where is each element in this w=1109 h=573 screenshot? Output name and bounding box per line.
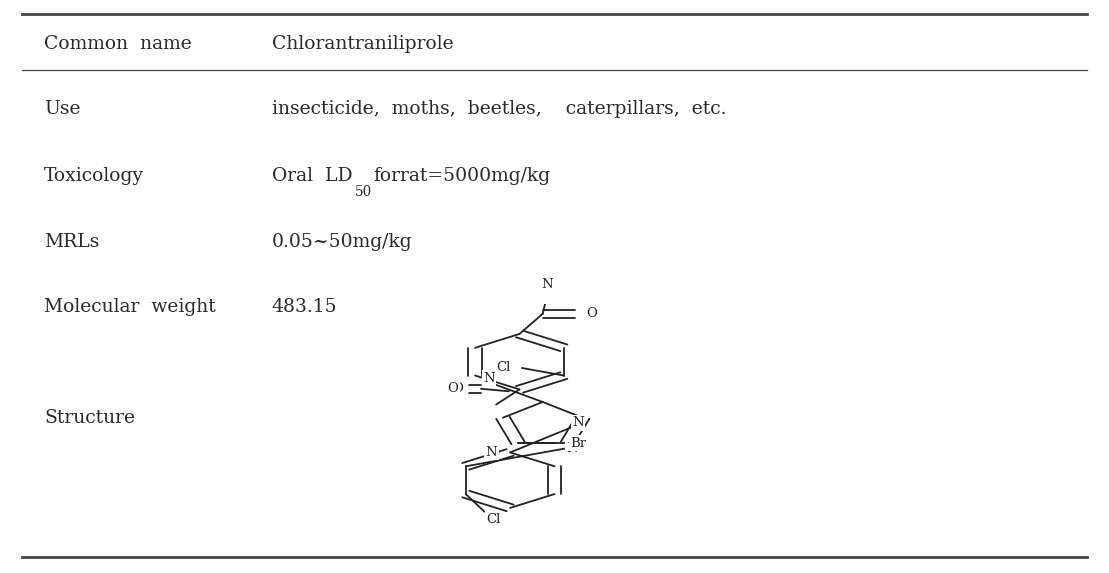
Text: 483.15: 483.15 <box>272 297 337 316</box>
Text: Chlorantraniliprole: Chlorantraniliprole <box>272 34 454 53</box>
Text: Br: Br <box>571 437 587 450</box>
Text: Structure: Structure <box>44 409 135 427</box>
Text: forrat=5000mg/kg: forrat=5000mg/kg <box>373 167 550 185</box>
Text: Molecular  weight: Molecular weight <box>44 297 216 316</box>
Text: Oral  LD: Oral LD <box>272 167 353 185</box>
Text: Common  name: Common name <box>44 34 192 53</box>
Text: N: N <box>486 446 497 459</box>
Text: 50: 50 <box>355 185 372 199</box>
Text: Toxicology: Toxicology <box>44 167 144 185</box>
Text: N: N <box>572 416 583 429</box>
Text: O: O <box>587 307 597 320</box>
Text: Cl: Cl <box>487 513 501 526</box>
Text: 0.05~50mg/kg: 0.05~50mg/kg <box>272 233 413 251</box>
Text: Cl: Cl <box>496 362 510 375</box>
Text: MRLs: MRLs <box>44 233 100 251</box>
Text: O: O <box>452 382 464 395</box>
Text: N: N <box>541 278 553 291</box>
Text: insecticide,  moths,  beetles,    caterpillars,  etc.: insecticide, moths, beetles, caterpillar… <box>272 100 726 118</box>
Text: N: N <box>484 371 495 384</box>
Text: N: N <box>567 442 578 454</box>
Text: O: O <box>448 382 458 395</box>
Text: Use: Use <box>44 100 81 118</box>
